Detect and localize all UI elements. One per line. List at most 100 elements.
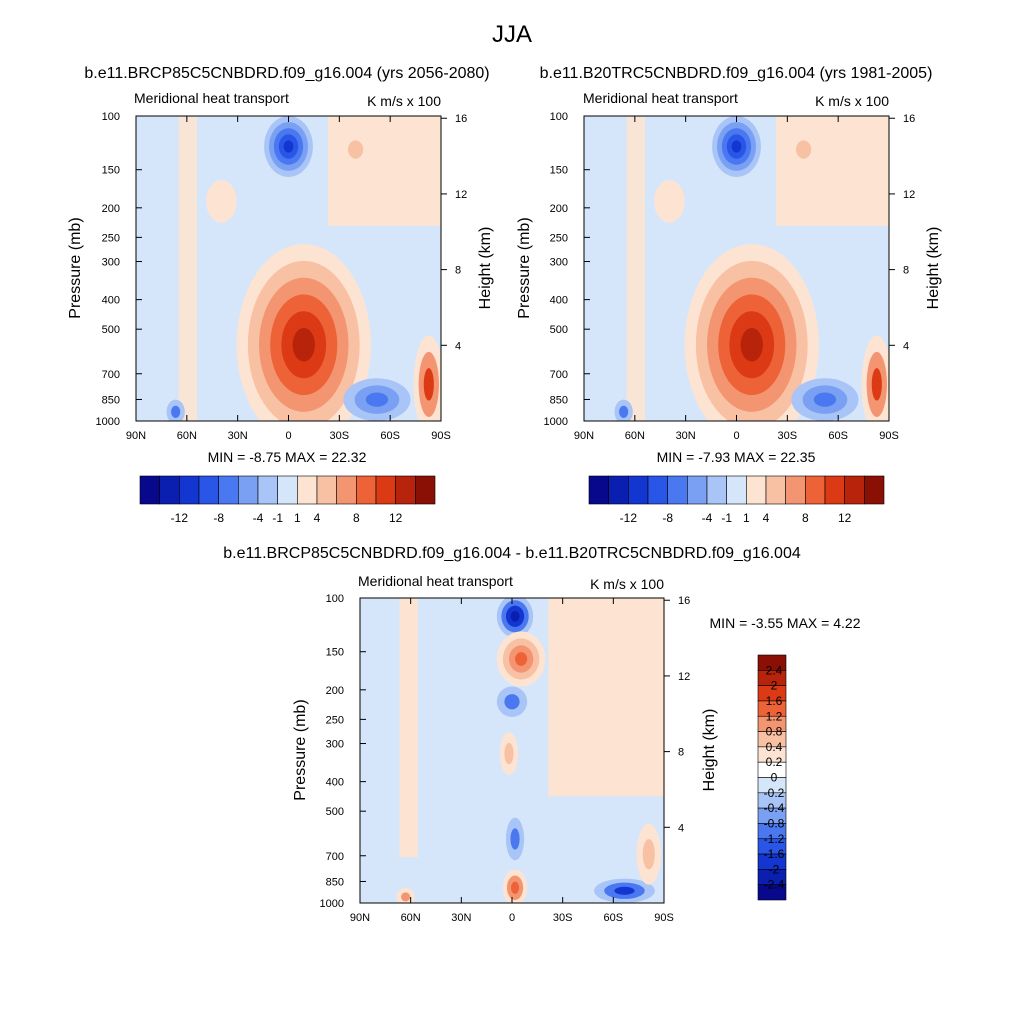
y-tick-label: 100 [326, 593, 344, 605]
y2-tick-label: 16 [455, 113, 467, 125]
right-string: K m/s x 100 [590, 576, 664, 592]
x-tick-label: 0 [509, 912, 515, 924]
colorbar-box [647, 475, 668, 505]
x-tick-label: 60S [828, 430, 848, 442]
y-axis-label: Pressure (mb) [516, 217, 533, 318]
colorbar-label: -1 [272, 511, 283, 525]
colorbar-label: -1.2 [764, 832, 785, 846]
colorbar-box [588, 475, 609, 505]
x-tick-label: 90S [431, 430, 451, 442]
y-tick-label: 300 [550, 257, 568, 269]
colorbar-label: -8 [213, 511, 224, 525]
x-tick-label: 60N [401, 912, 421, 924]
y-tick-label: 400 [102, 295, 120, 307]
panel-title: b.e11.BRCP85C5CNBDRD.f09_g16.004 - b.e11… [223, 545, 801, 562]
colorbar-label: -4 [702, 511, 713, 525]
right-string: K m/s x 100 [815, 93, 889, 109]
x-tick-label: 60S [380, 430, 400, 442]
y-axis-label: Pressure (mb) [292, 699, 309, 800]
y2-tick-label: 8 [455, 265, 461, 277]
colorbar-label: -1 [721, 511, 732, 525]
y-tick-label: 700 [102, 369, 120, 381]
y-axis-label: Pressure (mb) [67, 217, 84, 318]
panel-title: b.e11.BRCP85C5CNBDRD.f09_g16.004 (yrs 20… [84, 65, 489, 82]
colorbar-label: 1 [294, 511, 301, 525]
y2-tick-label: 4 [678, 822, 684, 834]
y2-tick-label: 12 [455, 189, 467, 201]
right-string: K m/s x 100 [367, 93, 441, 109]
contour-fill [776, 116, 889, 226]
plot-area [360, 598, 664, 903]
contour-fill [504, 742, 514, 765]
colorbar-box [336, 475, 357, 505]
colorbar-box [864, 475, 885, 505]
contour-fill [795, 140, 812, 159]
y-tick-label: 500 [550, 324, 568, 336]
y2-axis-label: Height (km) [701, 709, 718, 792]
colorbar-label: 8 [353, 511, 360, 525]
y-tick-label: 1000 [96, 416, 120, 428]
colorbar-box [356, 475, 377, 505]
colorbar-label: 0.8 [766, 725, 783, 739]
colorbar-label: 0.2 [766, 755, 783, 769]
colorbar: -12 -8 -4 -1 1 4 8 12 [139, 475, 436, 525]
colorbar-label: 2 [771, 679, 778, 693]
y2-tick-label: 8 [678, 747, 684, 759]
field [136, 116, 441, 421]
colorbar-box [824, 475, 845, 505]
colorbar-box [687, 475, 708, 505]
colorbar: 2.4 21.61.2 0.80.40.2 0-0.2-0.4-0.8 -1.2-1.6… [757, 654, 787, 901]
y-tick-label: 1000 [320, 898, 344, 910]
colorbar-label: -2.4 [764, 878, 785, 892]
page-title: JJA [492, 21, 532, 48]
y-tick-label: 200 [102, 203, 120, 215]
contour-fill [619, 405, 629, 418]
contour-fill [292, 327, 315, 362]
y-tick-label: 200 [326, 685, 344, 697]
x-tick-label: 30N [228, 430, 248, 442]
y-tick-label: 700 [550, 369, 568, 381]
colorbar-label: 1.6 [766, 694, 783, 708]
panel-difference: b.e11.BRCP85C5CNBDRD.f09_g16.004 - b.e11… [223, 545, 860, 924]
contour-fill [401, 892, 411, 902]
colorbar-box [746, 475, 767, 505]
colorbar-box [415, 475, 436, 505]
min-max-label: MIN = -3.55 MAX = 4.22 [710, 615, 861, 631]
y2-tick-label: 16 [678, 595, 690, 607]
y2-tick-label: 4 [903, 340, 909, 352]
contour-fill [328, 116, 441, 226]
colorbar-label: 8 [802, 511, 809, 525]
colorbar-box [757, 884, 787, 901]
panel-historical: b.e11.B20TRC5CNBDRD.f09_g16.004 (yrs 198… [516, 65, 942, 525]
plot-area [584, 116, 889, 421]
y-tick-label: 300 [326, 739, 344, 751]
x-tick-label: 60S [604, 912, 624, 924]
contour-fill [510, 610, 520, 622]
contour-fill [871, 368, 882, 401]
colorbar-box [297, 475, 318, 505]
x-tick-label: 30S [330, 430, 350, 442]
axes: 90N 60N 30N 0 30S 60S 90S 100 150 200 250 300 400 500… [320, 593, 691, 924]
colorbar-label: -12 [620, 511, 638, 525]
x-tick-label: 0 [733, 430, 739, 442]
colorbar-label: 4 [763, 511, 770, 525]
y-tick-label: 200 [550, 203, 568, 215]
contour-fill [813, 392, 837, 407]
y-tick-label: 250 [326, 714, 344, 726]
colorbar-box [608, 475, 629, 505]
plot-area [136, 116, 441, 421]
axes: 90N 60N 30N 0 30S 60S 90S 100 150 200 250 300 400 500… [96, 111, 468, 442]
x-tick-label: 60N [177, 430, 197, 442]
y-tick-label: 500 [326, 806, 344, 818]
colorbar-label: -0.4 [764, 801, 785, 815]
y2-tick-label: 16 [903, 113, 915, 125]
y2-axis-label: Height (km) [477, 227, 494, 310]
x-tick-label: 0 [285, 430, 291, 442]
colorbar-label: 0.4 [766, 740, 783, 754]
colorbar-box [765, 475, 786, 505]
colorbar-label: -4 [253, 511, 264, 525]
contour-fill [504, 694, 520, 710]
contour-fill [178, 116, 197, 421]
min-max-label: MIN = -8.75 MAX = 22.32 [208, 449, 367, 465]
y-tick-label: 150 [102, 165, 120, 177]
